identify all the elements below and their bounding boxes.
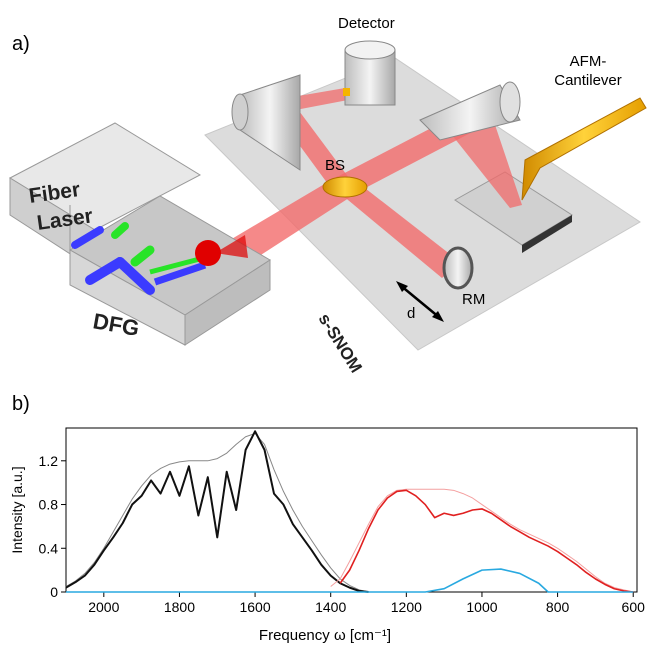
panel-label: a) (12, 33, 30, 55)
setup-diagram: a) Detector AFM- Cantilever Fiber Laser … (10, 15, 646, 376)
detector-chip (343, 88, 350, 96)
panel-label: b) (12, 393, 30, 415)
x-tick-label: 800 (546, 599, 570, 615)
mirror (500, 82, 520, 122)
page: a) Detector AFM- Cantilever Fiber Laser … (0, 0, 650, 657)
y-tick-label: 0.4 (39, 540, 59, 556)
label: BS (325, 157, 345, 174)
spectrum-line (340, 490, 633, 592)
mirror (232, 94, 248, 130)
x-tick-label: 600 (622, 599, 646, 615)
x-tick-label: 1200 (391, 599, 422, 615)
reference-mirror (444, 248, 472, 288)
beam-splitter (323, 177, 367, 197)
spectrum-line (66, 431, 369, 592)
label: d (407, 305, 415, 322)
x-tick-label: 1600 (239, 599, 270, 615)
spectrum-line (331, 489, 634, 592)
label: Cantilever (554, 72, 622, 89)
y-tick-label: 0.8 (39, 497, 59, 513)
x-tick-label: 2000 (88, 599, 119, 615)
figure: a) Detector AFM- Cantilever Fiber Laser … (0, 0, 650, 652)
x-tick-label: 1000 (466, 599, 497, 615)
label: RM (462, 291, 485, 308)
label: s-SNOM (315, 310, 366, 376)
spectrum-chart: b) Frequency ω [cm⁻¹] Intensity [a.u.] 2… (9, 393, 645, 644)
y-tick-label: 1.2 (39, 453, 59, 469)
y-axis-label: Intensity [a.u.] (9, 466, 25, 553)
label: AFM- (570, 53, 607, 70)
x-tick-label: 1800 (164, 599, 195, 615)
detector-top (345, 41, 395, 59)
x-tick-label: 1400 (315, 599, 346, 615)
label: Detector (338, 15, 395, 32)
x-axis-label: Frequency ω [cm⁻¹] (259, 627, 391, 644)
y-tick-label: 0 (50, 584, 58, 600)
